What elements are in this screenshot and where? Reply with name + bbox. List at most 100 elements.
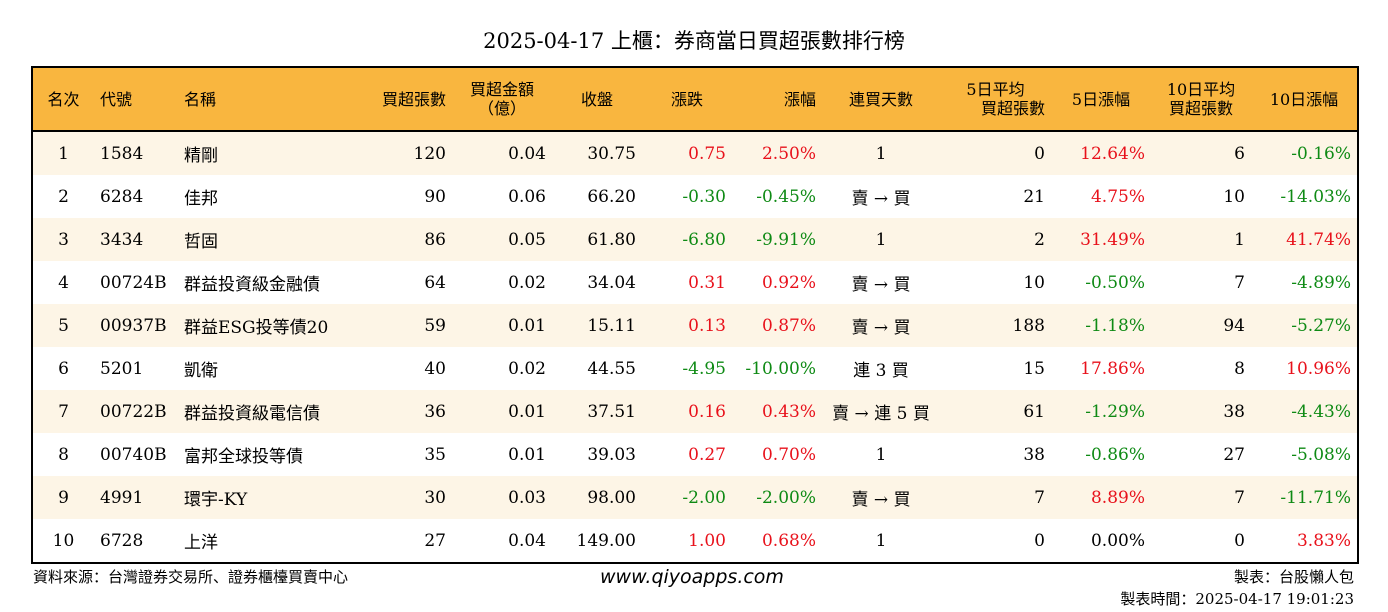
cell-pct5: 12.64% <box>1051 131 1151 175</box>
cell-code: 00937B <box>94 304 178 347</box>
cell-change: 0.13 <box>642 304 732 347</box>
cell-avg5: 0 <box>940 519 1051 563</box>
website-link[interactable]: www.qiyoapps.com <box>600 566 784 588</box>
cell-rank: 9 <box>32 476 94 519</box>
cell-code: 00722B <box>94 390 178 433</box>
cell-change: 0.16 <box>642 390 732 433</box>
cell-avg10: 38 <box>1151 390 1251 433</box>
cell-pct5: -0.86% <box>1051 433 1151 476</box>
cell-rank: 6 <box>32 347 94 390</box>
table-row: 5 00937B 群益ESG投等債20 59 0.01 15.11 0.13 0… <box>32 304 1358 347</box>
cell-avg5: 7 <box>940 476 1051 519</box>
cell-pct5: 8.89% <box>1051 476 1151 519</box>
cell-buy-sheets: 35 <box>353 433 452 476</box>
cell-change: 0.31 <box>642 261 732 304</box>
cell-pct10: 10.96% <box>1251 347 1358 390</box>
cell-buy-sheets: 64 <box>353 261 452 304</box>
cell-streak: 賣 → 連 5 買 <box>822 390 940 433</box>
header-avg10-line1: 10日平均 <box>1166 80 1236 99</box>
cell-rank: 1 <box>32 131 94 175</box>
cell-close: 39.03 <box>552 433 642 476</box>
table-row: 2 6284 佳邦 90 0.06 66.20 -0.30 -0.45% 賣 →… <box>32 175 1358 218</box>
cell-buy-amount: 0.03 <box>452 476 552 519</box>
cell-buy-sheets: 90 <box>353 175 452 218</box>
header-name: 名稱 <box>178 67 353 132</box>
header-avg5: 5日平均 買超張數 <box>940 67 1051 132</box>
cell-avg5: 188 <box>940 304 1051 347</box>
cell-name: 上洋 <box>178 519 353 563</box>
cell-buy-sheets: 40 <box>353 347 452 390</box>
cell-change-pct: -9.91% <box>732 218 822 261</box>
table-row: 10 6728 上洋 27 0.04 149.00 1.00 0.68% 1 0… <box>32 519 1358 563</box>
cell-change: 0.27 <box>642 433 732 476</box>
cell-change-pct: -2.00% <box>732 476 822 519</box>
cell-code: 6284 <box>94 175 178 218</box>
cell-change: 0.75 <box>642 131 732 175</box>
cell-avg5: 21 <box>940 175 1051 218</box>
cell-name: 哲固 <box>178 218 353 261</box>
cell-rank: 5 <box>32 304 94 347</box>
made-timestamp: 製表時間：2025-04-17 19:01:23 <box>1120 590 1354 608</box>
header-pct10: 10日漲幅 <box>1251 67 1358 132</box>
table-row: 3 3434 哲固 86 0.05 61.80 -6.80 -9.91% 1 2… <box>32 218 1358 261</box>
cell-change: -4.95 <box>642 347 732 390</box>
header-avg5-line2: 買超張數 <box>980 99 1045 118</box>
cell-name: 佳邦 <box>178 175 353 218</box>
cell-avg10: 6 <box>1151 131 1251 175</box>
cell-pct5: 31.49% <box>1051 218 1151 261</box>
header-change-pct: 漲幅 <box>732 67 822 132</box>
cell-avg10: 10 <box>1151 175 1251 218</box>
header-avg10-line2: 買超張數 <box>1168 99 1233 118</box>
cell-change-pct: -10.00% <box>732 347 822 390</box>
cell-rank: 7 <box>32 390 94 433</box>
cell-close: 37.51 <box>552 390 642 433</box>
cell-code: 5201 <box>94 347 178 390</box>
cell-streak: 1 <box>822 433 940 476</box>
cell-avg10: 1 <box>1151 218 1251 261</box>
cell-buy-amount: 0.04 <box>452 519 552 563</box>
cell-avg10: 7 <box>1151 261 1251 304</box>
cell-buy-sheets: 30 <box>353 476 452 519</box>
cell-avg5: 38 <box>940 433 1051 476</box>
cell-streak: 賣 → 買 <box>822 261 940 304</box>
cell-close: 34.04 <box>552 261 642 304</box>
cell-buy-amount: 0.02 <box>452 347 552 390</box>
cell-avg5: 61 <box>940 390 1051 433</box>
header-streak: 連買天數 <box>822 67 940 132</box>
table-row: 1 1584 精剛 120 0.04 30.75 0.75 2.50% 1 0 … <box>32 131 1358 175</box>
cell-buy-amount: 0.02 <box>452 261 552 304</box>
cell-change: -0.30 <box>642 175 732 218</box>
cell-rank: 8 <box>32 433 94 476</box>
header-code: 代號 <box>94 67 178 132</box>
cell-pct10: 41.74% <box>1251 218 1358 261</box>
cell-pct5: -1.29% <box>1051 390 1151 433</box>
cell-code: 00740B <box>94 433 178 476</box>
cell-change-pct: 0.70% <box>732 433 822 476</box>
cell-avg5: 0 <box>940 131 1051 175</box>
cell-change-pct: 0.68% <box>732 519 822 563</box>
cell-streak: 1 <box>822 218 940 261</box>
cell-code: 4991 <box>94 476 178 519</box>
cell-streak: 連 3 買 <box>822 347 940 390</box>
cell-name: 群益投資級金融債 <box>178 261 353 304</box>
cell-buy-amount: 0.01 <box>452 304 552 347</box>
author-credit: 製表：台股懶人包 <box>1233 568 1354 586</box>
cell-name: 環宇-KY <box>178 476 353 519</box>
cell-pct10: -0.16% <box>1251 131 1358 175</box>
cell-pct5: -1.18% <box>1051 304 1151 347</box>
cell-buy-amount: 0.06 <box>452 175 552 218</box>
cell-buy-sheets: 59 <box>353 304 452 347</box>
cell-change-pct: 0.87% <box>732 304 822 347</box>
cell-name: 凱衛 <box>178 347 353 390</box>
cell-rank: 4 <box>32 261 94 304</box>
page-title: 2025-04-17 上櫃：券商當日買超張數排行榜 <box>483 29 905 53</box>
cell-change-pct: 2.50% <box>732 131 822 175</box>
cell-name: 群益投資級電信債 <box>178 390 353 433</box>
cell-pct10: -11.71% <box>1251 476 1358 519</box>
cell-streak: 賣 → 買 <box>822 476 940 519</box>
cell-close: 61.80 <box>552 218 642 261</box>
cell-pct5: -0.50% <box>1051 261 1151 304</box>
header-pct5: 5日漲幅 <box>1051 67 1151 132</box>
cell-avg10: 7 <box>1151 476 1251 519</box>
cell-close: 66.20 <box>552 175 642 218</box>
